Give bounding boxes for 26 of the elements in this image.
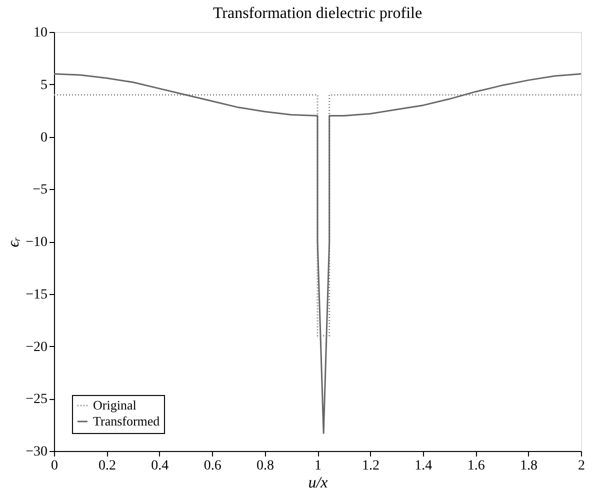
x-tick-label: 1.6 bbox=[467, 458, 485, 474]
chart-title: Transformation dielectric profile bbox=[212, 5, 422, 22]
x-tick-label: 0.4 bbox=[151, 458, 169, 474]
y-tick-label: −25 bbox=[26, 392, 48, 408]
legend-label: Original bbox=[93, 398, 137, 412]
x-tick-label: 0.8 bbox=[256, 458, 274, 474]
y-tick-label: −30 bbox=[26, 444, 48, 460]
y-tick-label: 0 bbox=[40, 130, 48, 146]
x-axis-title: u/x bbox=[308, 474, 328, 492]
x-tick-label: 0 bbox=[51, 458, 58, 474]
x-tick-label: 0.2 bbox=[98, 458, 116, 474]
x-tick-label: 2 bbox=[578, 458, 585, 474]
x-tick-label: 1.2 bbox=[362, 458, 380, 474]
y-axis-title: ϵᵣ bbox=[6, 236, 23, 248]
x-tick-label: 0.6 bbox=[204, 458, 222, 474]
y-tick-label: −15 bbox=[26, 287, 48, 302]
y-tick-label: −5 bbox=[32, 182, 48, 198]
line-series bbox=[53, 73, 582, 434]
x-tick-label: 1.4 bbox=[414, 458, 432, 474]
legend-label: Transformed bbox=[93, 414, 160, 428]
x-tick-label: 1 bbox=[314, 458, 322, 474]
y-tick-label: −10 bbox=[26, 235, 48, 250]
y-tick-label: −20 bbox=[26, 340, 48, 355]
y-tick-label: 5 bbox=[40, 78, 48, 93]
x-tick-label: 1.8 bbox=[520, 458, 538, 474]
y-tick-label: 10 bbox=[34, 26, 48, 40]
